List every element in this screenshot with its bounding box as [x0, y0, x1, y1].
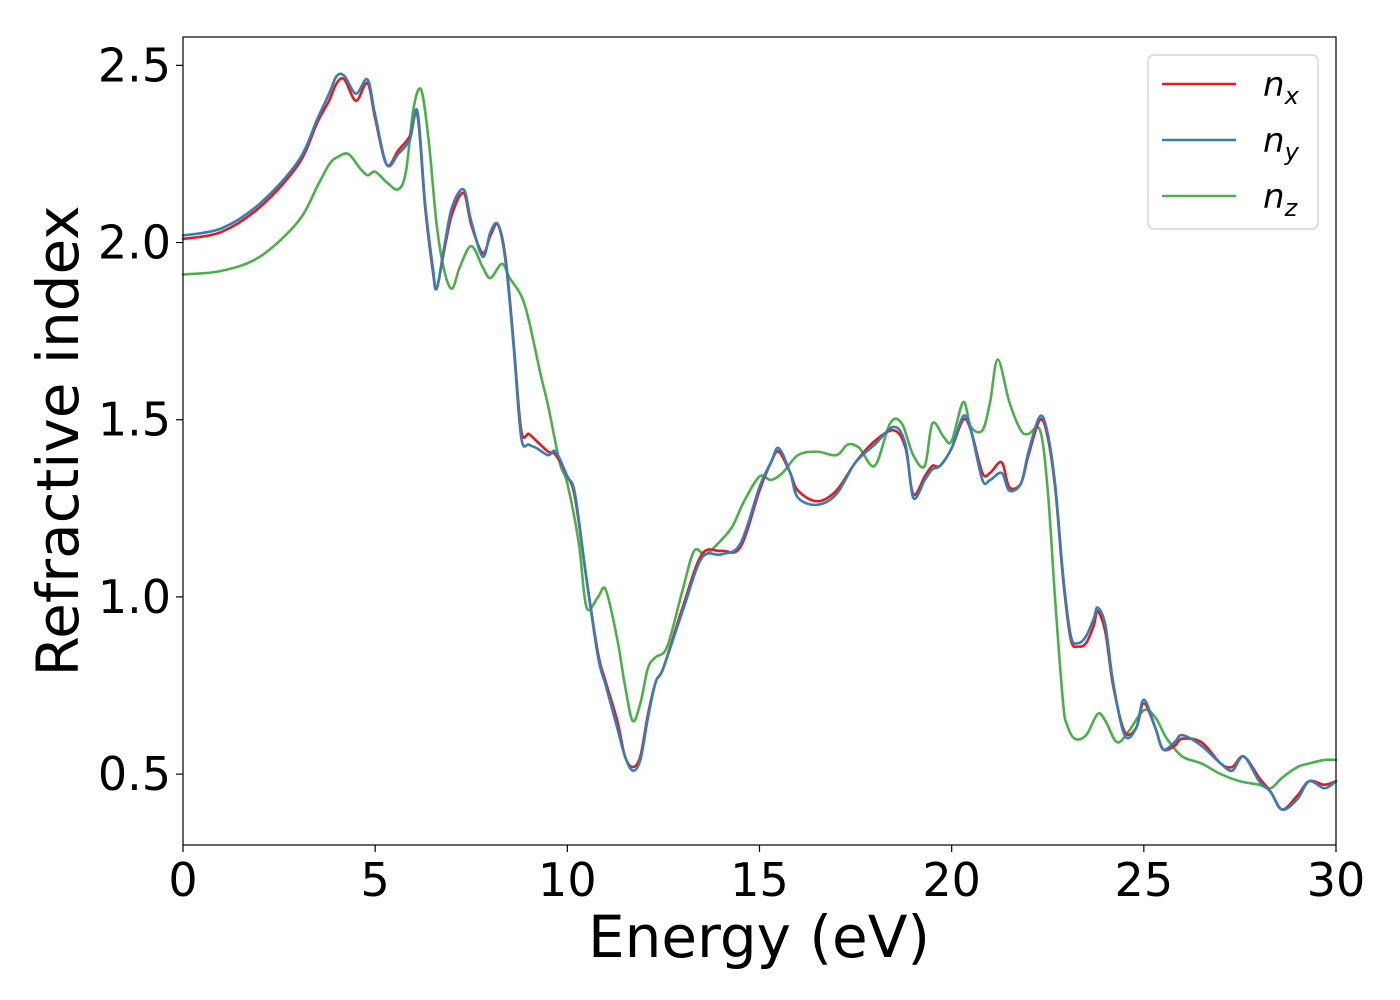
y-tick-label: 2.5 [98, 38, 171, 92]
legend-box [1147, 54, 1319, 230]
x-tick-label: 5 [361, 853, 390, 907]
x-ticks: 0 5 10 15 20 25 30 [168, 845, 1365, 907]
x-tick-label: 20 [922, 853, 981, 907]
legend-label-nx: nx [1263, 65, 1300, 110]
x-axis-label: Energy (eV) [588, 903, 930, 971]
x-tick-label: 10 [538, 853, 597, 907]
y-tick-label: 1.0 [98, 570, 171, 624]
x-tick-label: 30 [1307, 853, 1366, 907]
series-line-nz [181, 87, 1338, 790]
chart-lines [181, 72, 1338, 811]
y-tick-label: 1.5 [98, 393, 171, 447]
y-ticks: 0.5 1.0 1.5 2.0 2.5 [98, 38, 183, 801]
y-tick-label: 0.5 [98, 747, 171, 801]
y-tick-label: 2.0 [98, 216, 171, 270]
y-axis-label: Refractive index [24, 205, 92, 676]
x-tick-label: 15 [730, 853, 789, 907]
series-line-ny [181, 72, 1338, 811]
legend-label-ny: ny [1263, 121, 1300, 166]
legend-subscript: z [1284, 194, 1299, 222]
x-tick-label: 25 [1115, 853, 1174, 907]
legend-subscript: x [1284, 82, 1300, 110]
x-tick-label: 0 [168, 853, 197, 907]
legend-subscript: y [1284, 138, 1300, 166]
